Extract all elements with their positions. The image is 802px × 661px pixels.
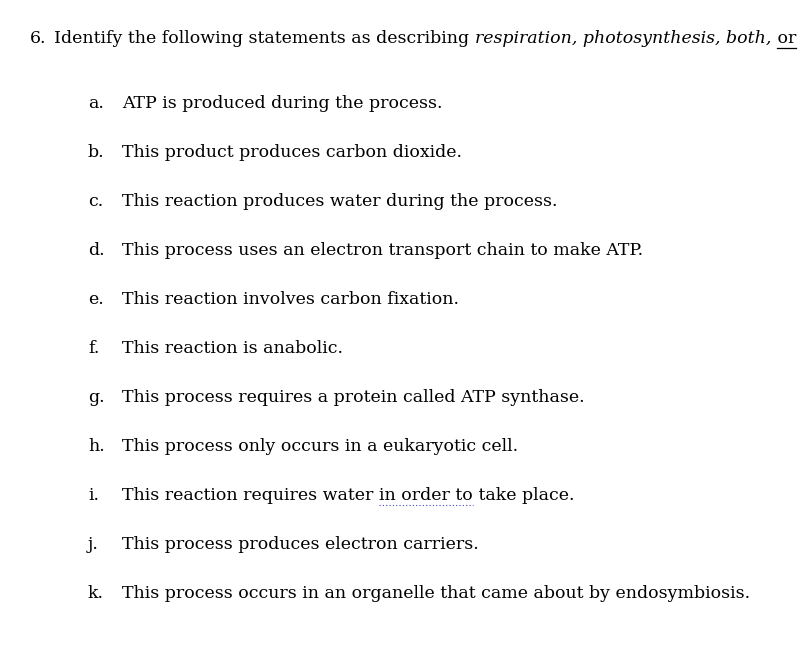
Text: f.: f. bbox=[88, 340, 99, 357]
Text: This reaction involves carbon fixation.: This reaction involves carbon fixation. bbox=[122, 291, 459, 308]
Text: 6.: 6. bbox=[30, 30, 47, 47]
Text: This product produces carbon dioxide.: This product produces carbon dioxide. bbox=[122, 144, 462, 161]
Text: d.: d. bbox=[88, 242, 104, 259]
Text: ATP is produced during the process.: ATP is produced during the process. bbox=[122, 95, 443, 112]
Text: This reaction is anabolic.: This reaction is anabolic. bbox=[122, 340, 343, 357]
Text: This process produces electron carriers.: This process produces electron carriers. bbox=[122, 536, 479, 553]
Text: b.: b. bbox=[88, 144, 104, 161]
Text: This reaction requires water: This reaction requires water bbox=[122, 487, 379, 504]
Text: respiration, photosynthesis, both,: respiration, photosynthesis, both, bbox=[475, 30, 772, 47]
Text: Identify the following statements as describing: Identify the following statements as des… bbox=[55, 30, 475, 47]
Text: This process uses an electron transport chain to make ATP.: This process uses an electron transport … bbox=[122, 242, 643, 259]
Text: in order to: in order to bbox=[379, 487, 472, 504]
Text: i.: i. bbox=[88, 487, 99, 504]
Text: c.: c. bbox=[88, 193, 103, 210]
Text: e.: e. bbox=[88, 291, 103, 308]
Text: or: or bbox=[772, 30, 796, 47]
Text: h.: h. bbox=[88, 438, 105, 455]
Text: j.: j. bbox=[88, 536, 99, 553]
Text: This process occurs in an organelle that came about by endosymbiosis.: This process occurs in an organelle that… bbox=[122, 585, 750, 602]
Text: a.: a. bbox=[88, 95, 104, 112]
Text: k.: k. bbox=[88, 585, 104, 602]
Text: g.: g. bbox=[88, 389, 104, 406]
Text: This reaction produces water during the process.: This reaction produces water during the … bbox=[122, 193, 557, 210]
Text: This process only occurs in a eukaryotic cell.: This process only occurs in a eukaryotic… bbox=[122, 438, 518, 455]
Text: neither: neither bbox=[796, 30, 802, 47]
Text: This process requires a protein called ATP synthase.: This process requires a protein called A… bbox=[122, 389, 585, 406]
Text: take place.: take place. bbox=[472, 487, 574, 504]
